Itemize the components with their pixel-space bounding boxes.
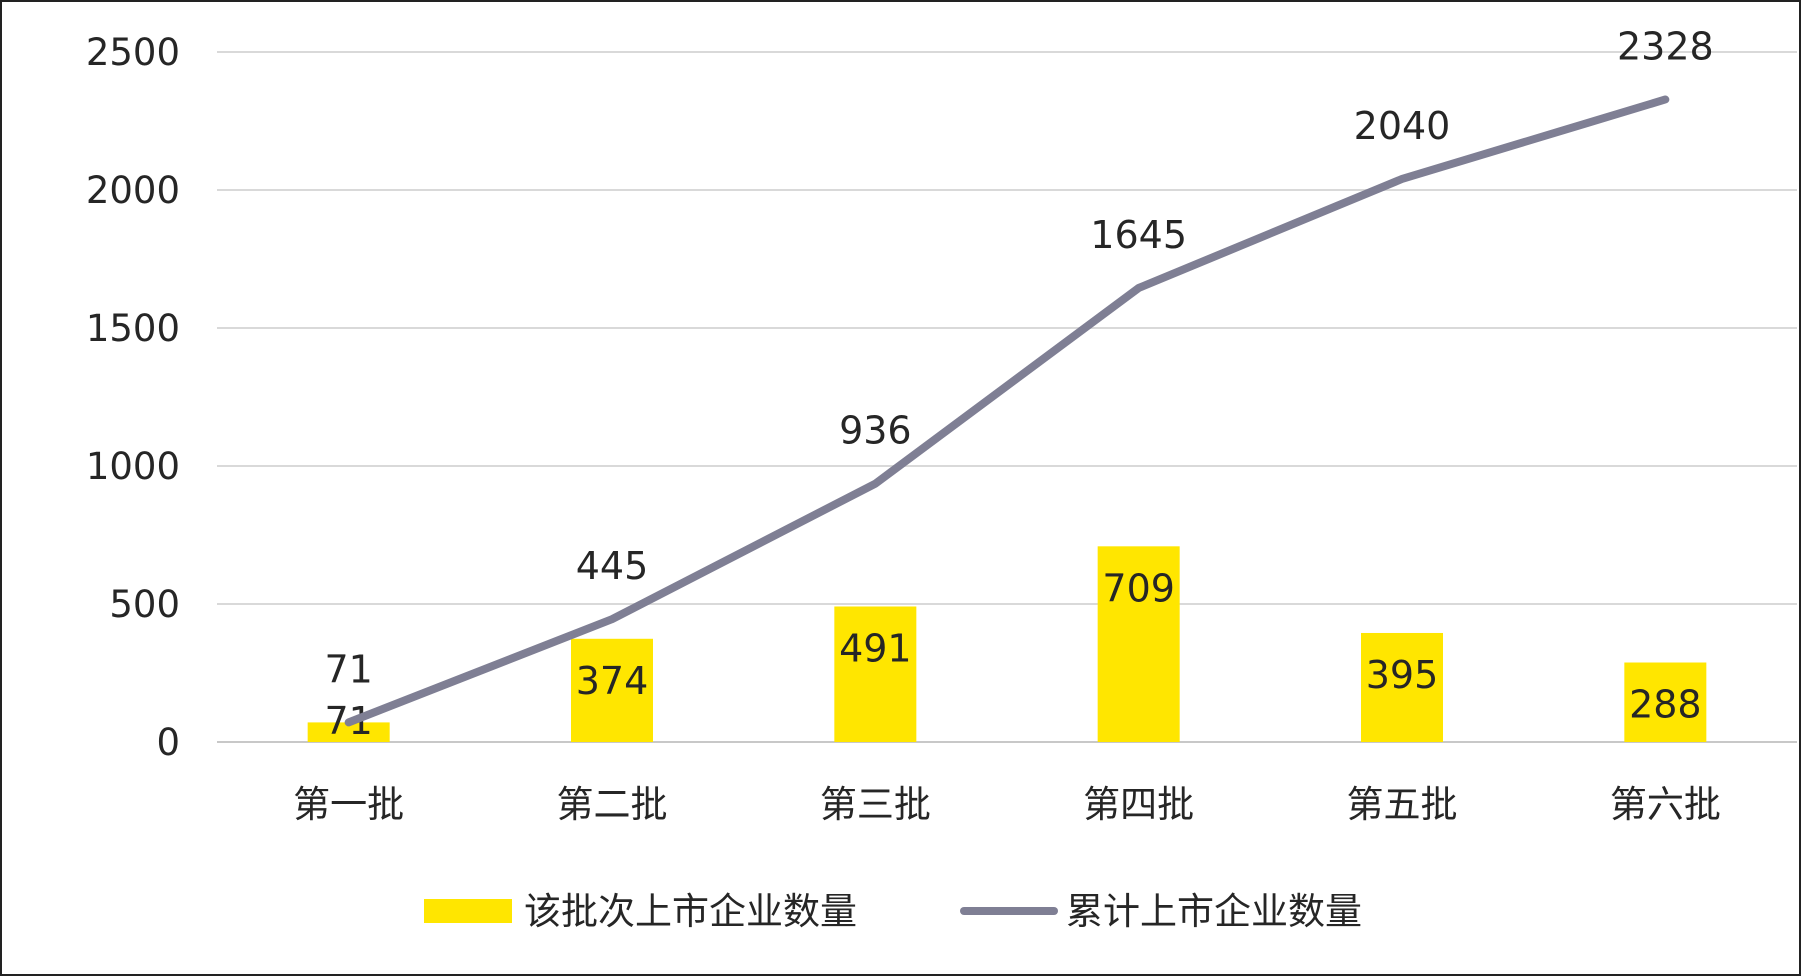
bar	[1361, 632, 1443, 742]
bar-series: 71 374 491 709 395 288	[307, 546, 1707, 743]
bar	[834, 606, 917, 742]
y-tick-label: 1500	[86, 307, 180, 350]
line-value-label: 445	[576, 544, 649, 588]
gridlines	[217, 51, 1797, 743]
line-point	[611, 618, 613, 620]
legend: 该批次上市企业数量 累计上市企业数量	[424, 890, 1362, 933]
x-category-label: 第六批	[1610, 783, 1721, 826]
bar	[1624, 662, 1707, 742]
y-axis-ticks: 0 500 1000 1500 2000 2500	[86, 31, 180, 764]
bar	[1097, 546, 1180, 742]
line-point	[1138, 287, 1140, 289]
bar	[571, 638, 653, 742]
line-value-label: 71	[324, 647, 372, 691]
y-tick-label: 0	[156, 721, 180, 764]
bar-value-label: 491	[839, 626, 912, 670]
line-path	[344, 95, 1670, 727]
x-category-label: 第一批	[293, 783, 404, 826]
line-value-label: 2040	[1354, 104, 1451, 148]
line-point	[1664, 98, 1666, 100]
y-tick-label: 1000	[86, 445, 180, 488]
line-value-label: 936	[839, 409, 912, 453]
x-axis-categories: 第一批 第二批 第三批 第四批 第五批 第六批	[293, 783, 1721, 826]
x-category-label: 第四批	[1083, 783, 1194, 826]
legend-label-line: 累计上市企业数量	[1066, 890, 1362, 933]
legend-swatch-bar	[424, 899, 512, 923]
bar-value-label: 395	[1366, 653, 1439, 697]
x-category-label: 第三批	[820, 783, 931, 826]
line-series: 71 445 936 1645 2040 2328	[324, 24, 1714, 727]
line-value-label: 1645	[1090, 213, 1187, 257]
bar-value-label: 374	[576, 659, 649, 703]
line-point	[874, 483, 876, 485]
y-tick-label: 500	[109, 583, 180, 626]
x-category-label: 第五批	[1347, 783, 1458, 826]
line-value-label: 2328	[1617, 24, 1714, 68]
bar-value-label: 709	[1102, 566, 1175, 610]
legend-label-bar: 该批次上市企业数量	[524, 890, 857, 933]
y-tick-label: 2000	[86, 169, 180, 212]
line-point	[348, 721, 350, 723]
bar-value-label: 288	[1629, 683, 1702, 727]
bar	[307, 722, 390, 742]
x-category-label: 第二批	[557, 783, 668, 826]
y-tick-label: 2500	[86, 31, 180, 74]
line-point	[1401, 178, 1403, 180]
